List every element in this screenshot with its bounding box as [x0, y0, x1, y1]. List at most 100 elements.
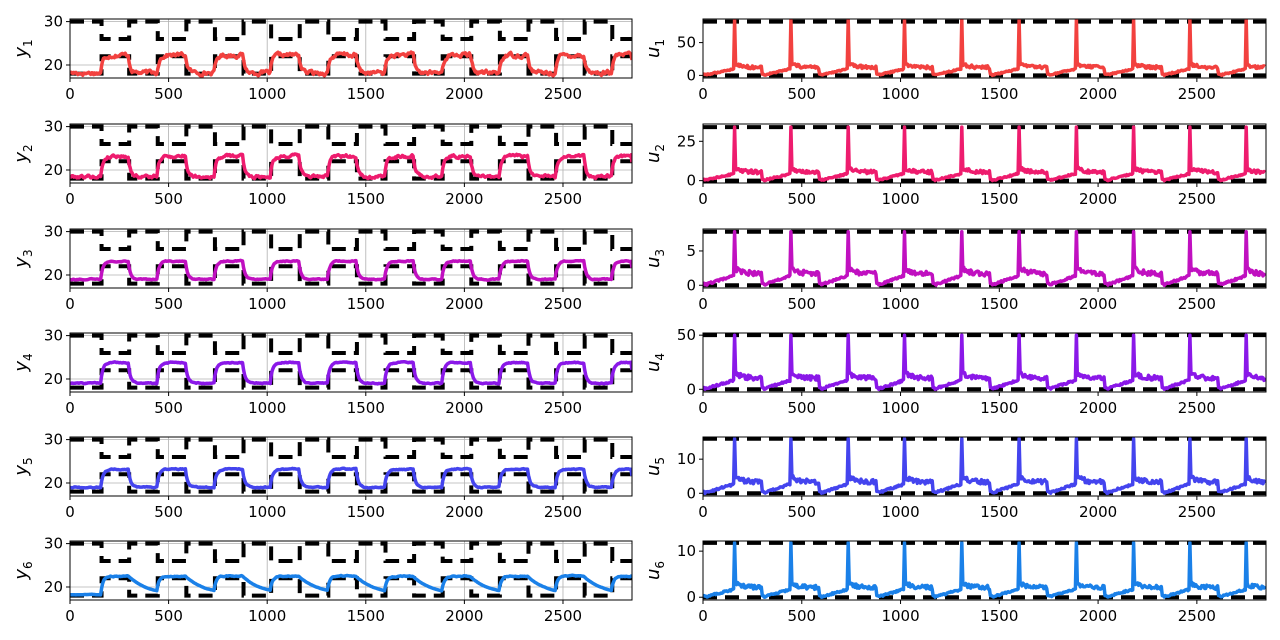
x-tick-label: 1500 — [347, 399, 385, 417]
axes-frame — [702, 228, 1267, 289]
subplot-u2: 0 500 1000 1500 2000 2500 0 25 u2 — [643, 123, 1267, 208]
x-tick-label: 0 — [698, 190, 708, 208]
y-tick-label: 0 — [686, 66, 696, 84]
plot-area — [703, 229, 1266, 288]
lower-bound-line — [70, 368, 632, 390]
subplot-y5: 0 500 1000 1500 2000 2500 20 30 y5 — [11, 431, 633, 521]
plot-area — [70, 124, 632, 181]
x-tick-label: 1500 — [980, 399, 1018, 417]
y-tick-label: 30 — [44, 223, 63, 241]
x-tick-label: 1500 — [980, 85, 1018, 103]
x-tick-label: 1500 — [980, 190, 1018, 208]
axes-frame — [69, 540, 633, 601]
x-tick-label: 500 — [787, 85, 816, 103]
x-tick-label: 1000 — [881, 190, 919, 208]
series-line — [70, 152, 632, 181]
plot-area — [70, 229, 632, 286]
x-tick-label: 2000 — [1079, 190, 1117, 208]
series-line — [70, 258, 632, 282]
subplot-y1: 0 500 1000 1500 2000 2500 20 30 y1 — [11, 13, 633, 103]
x-tick-label: 0 — [65, 503, 75, 521]
plot-area — [70, 19, 632, 78]
x-tick-label: 500 — [787, 190, 816, 208]
y-tick-label: 30 — [44, 13, 63, 31]
series-line — [70, 359, 632, 386]
y-axis-label: u1 — [643, 39, 667, 58]
y-axis-label: y1 — [11, 39, 35, 58]
plot-area — [70, 437, 632, 494]
upper-bound-line — [70, 541, 632, 563]
subplot-y2: 0 500 1000 1500 2000 2500 20 30 y2 — [11, 118, 633, 208]
axes-frame — [69, 228, 633, 289]
y-axis-label: u5 — [643, 457, 667, 476]
x-tick-label: 0 — [698, 85, 708, 103]
y-tick-label: 0 — [686, 172, 696, 190]
x-tick-label: 500 — [787, 399, 816, 417]
lower-bound-line — [70, 264, 632, 286]
x-tick-label: 500 — [154, 503, 183, 521]
plot-area — [703, 125, 1266, 183]
x-tick-label: 2500 — [1178, 607, 1216, 625]
x-tick-label: 1500 — [980, 295, 1018, 313]
x-tick-label: 1000 — [248, 607, 286, 625]
y-tick-label: 50 — [677, 34, 696, 52]
x-tick-label: 1500 — [347, 190, 385, 208]
x-tick-label: 0 — [65, 399, 75, 417]
subplot-y6: 0 500 1000 1500 2000 2500 20 30 y6 — [11, 535, 633, 625]
axes-frame — [69, 18, 633, 79]
y-tick-label: 20 — [44, 474, 63, 492]
series-line — [703, 19, 1266, 78]
x-tick-label: 1000 — [881, 295, 919, 313]
x-tick-label: 2000 — [445, 295, 483, 313]
x-tick-label: 500 — [787, 607, 816, 625]
y-tick-label: 0 — [686, 276, 696, 294]
y-tick-label: 20 — [44, 370, 63, 388]
series-line — [703, 125, 1266, 183]
x-tick-label: 0 — [698, 503, 708, 521]
y-axis-label: u2 — [643, 144, 667, 163]
y-axis-label: y5 — [11, 457, 35, 476]
series-line — [703, 541, 1266, 599]
y-tick-label: 30 — [44, 535, 63, 553]
x-tick-label: 500 — [154, 295, 183, 313]
y-tick-label: 0 — [686, 380, 696, 398]
x-tick-label: 1000 — [248, 190, 286, 208]
x-tick-label: 1500 — [980, 607, 1018, 625]
x-tick-label: 1000 — [881, 85, 919, 103]
x-tick-label: 500 — [787, 503, 816, 521]
x-tick-label: 1500 — [347, 503, 385, 521]
axes-frame — [702, 123, 1267, 184]
x-tick-label: 0 — [65, 295, 75, 313]
x-tick-label: 1500 — [347, 607, 385, 625]
y-tick-label: 20 — [44, 578, 63, 596]
subplot-u6: 0 500 1000 1500 2000 2500 0 10 u6 — [643, 540, 1267, 625]
x-tick-label: 2000 — [445, 399, 483, 417]
y-tick-label: 5 — [686, 242, 696, 260]
x-tick-label: 2500 — [1178, 295, 1216, 313]
series-line — [703, 333, 1266, 392]
y-axis-label: y2 — [11, 144, 35, 163]
axes-frame — [702, 540, 1267, 601]
plot-area — [703, 333, 1266, 392]
y-tick-label: 10 — [677, 542, 696, 560]
x-tick-label: 500 — [787, 295, 816, 313]
x-tick-label: 2500 — [544, 190, 582, 208]
y-tick-label: 30 — [44, 327, 63, 345]
y-axis-label: u3 — [643, 249, 667, 268]
x-tick-label: 1000 — [248, 85, 286, 103]
subplot-y4: 0 500 1000 1500 2000 2500 20 30 y4 — [11, 327, 633, 417]
x-tick-label: 1000 — [248, 399, 286, 417]
x-tick-label: 2000 — [1079, 295, 1117, 313]
x-tick-label: 2500 — [1178, 85, 1216, 103]
subplot-u3: 0 500 1000 1500 2000 2500 0 5 u3 — [643, 228, 1267, 313]
x-tick-label: 1000 — [881, 503, 919, 521]
x-tick-label: 500 — [154, 607, 183, 625]
x-tick-label: 2000 — [1079, 607, 1117, 625]
x-tick-label: 500 — [154, 399, 183, 417]
series-line — [703, 229, 1266, 288]
x-tick-label: 2000 — [1079, 85, 1117, 103]
x-tick-label: 2500 — [544, 399, 582, 417]
